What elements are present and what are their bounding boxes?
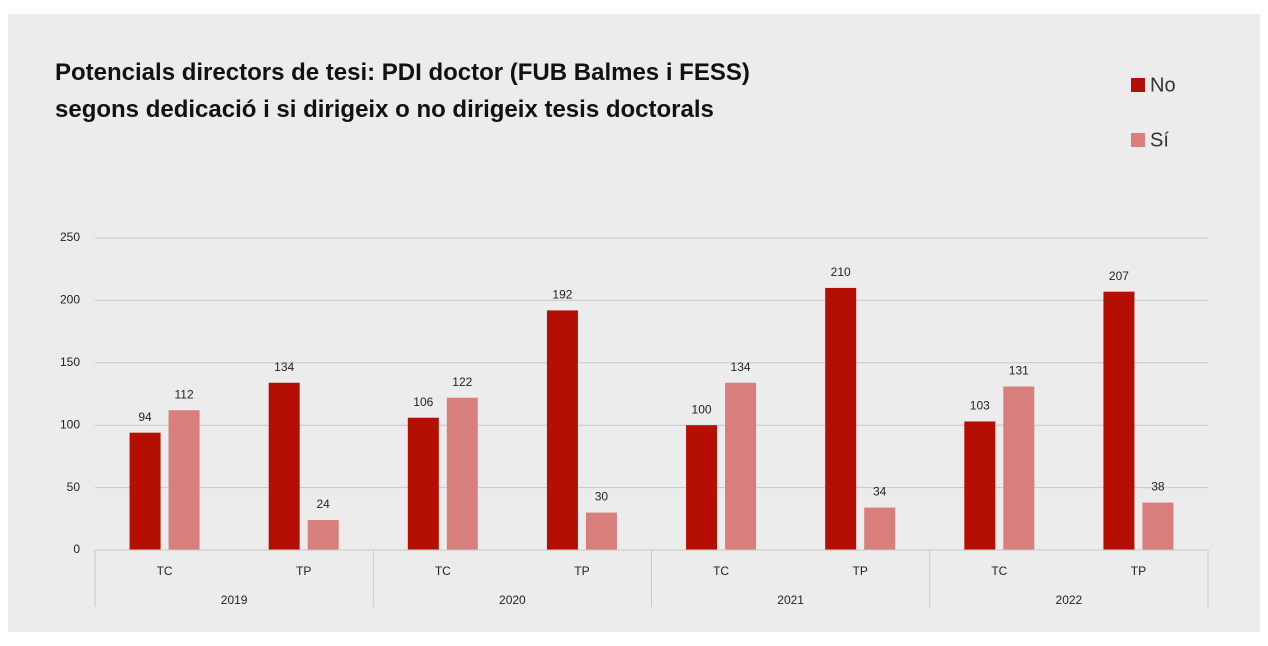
bar	[964, 421, 996, 550]
bar	[168, 410, 200, 550]
bar	[686, 425, 718, 550]
group-label: 2021	[777, 593, 804, 607]
data-label: 122	[452, 375, 472, 389]
x-tick-label: TP	[853, 564, 868, 578]
data-label: 100	[692, 402, 712, 416]
x-tick-label: TP	[296, 564, 311, 578]
y-tick-label: 250	[60, 230, 80, 244]
bar	[268, 382, 300, 550]
bar	[307, 520, 339, 550]
legend-label: No	[1150, 74, 1176, 96]
chart-title: segons dedicació i si dirigeix o no diri…	[55, 96, 714, 123]
bar	[725, 382, 757, 550]
bar	[1003, 386, 1035, 550]
x-tick-label: TC	[435, 564, 451, 578]
group-label: 2022	[1056, 593, 1083, 607]
x-tick-label: TC	[157, 564, 173, 578]
data-label: 210	[831, 265, 851, 279]
bar	[1103, 291, 1135, 550]
chart-title: Potencials directors de tesi: PDI doctor…	[55, 59, 750, 86]
legend-swatch	[1131, 133, 1145, 147]
data-label: 112	[174, 387, 193, 401]
x-tick-label: TP	[574, 564, 589, 578]
chart-background	[8, 14, 1260, 632]
data-label: 94	[138, 410, 152, 424]
x-tick-label: TC	[991, 564, 1007, 578]
data-label: 207	[1109, 269, 1129, 283]
bar	[825, 287, 857, 550]
data-label: 106	[413, 395, 433, 409]
legend-label: Sí	[1150, 129, 1169, 151]
data-label: 103	[970, 399, 990, 413]
data-label: 134	[274, 360, 294, 374]
y-tick-label: 50	[67, 480, 81, 494]
bar	[1142, 502, 1174, 550]
x-tick-label: TC	[713, 564, 729, 578]
data-label: 30	[595, 490, 609, 504]
y-tick-label: 200	[60, 293, 80, 307]
x-tick-label: TP	[1131, 564, 1146, 578]
bar	[446, 397, 478, 550]
data-label: 134	[731, 360, 751, 374]
y-tick-label: 100	[60, 417, 80, 431]
data-label: 24	[317, 497, 331, 511]
legend-swatch	[1131, 78, 1145, 92]
data-label: 34	[873, 485, 887, 499]
bar	[585, 512, 617, 550]
group-label: 2019	[221, 593, 248, 607]
bar	[407, 417, 439, 550]
y-tick-label: 150	[60, 355, 80, 369]
y-tick-label: 0	[73, 542, 80, 556]
bar	[546, 310, 578, 550]
group-label: 2020	[499, 593, 526, 607]
bar	[864, 507, 896, 550]
data-label: 38	[1151, 480, 1165, 494]
data-label: 131	[1009, 364, 1029, 378]
bar	[129, 432, 161, 550]
data-label: 192	[552, 288, 572, 302]
